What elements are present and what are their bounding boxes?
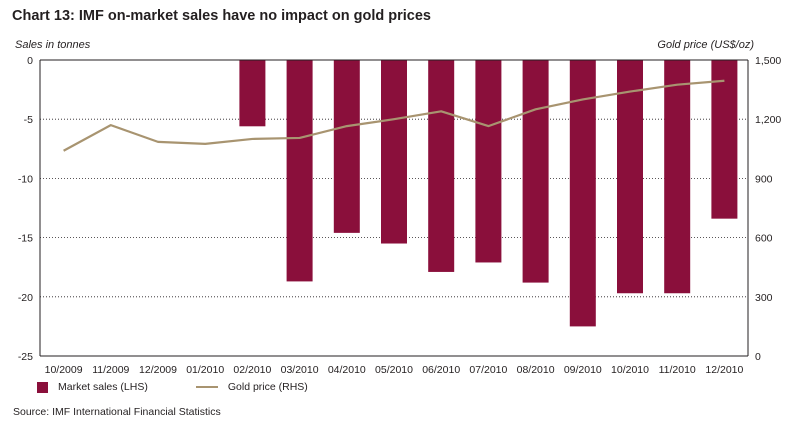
sales-bar <box>664 60 691 294</box>
sales-bar <box>333 60 360 233</box>
x-tick-label: 10/2010 <box>611 364 649 376</box>
x-tick-label: 01/2010 <box>186 364 224 376</box>
right-axis-label: Gold price (US$/oz) <box>657 39 754 51</box>
x-tick-label: 11/2009 <box>92 364 129 376</box>
left-tick-label: -10 <box>18 173 33 185</box>
sales-bar <box>569 60 596 327</box>
left-tick-label: -15 <box>18 233 33 245</box>
sales-bar <box>522 60 549 283</box>
x-tick-label: 06/2010 <box>422 364 460 376</box>
legend-line-swatch <box>195 386 218 388</box>
right-tick-label: 900 <box>755 173 773 185</box>
x-tick-label: 11/2010 <box>659 364 696 376</box>
legend: Market sales (LHS) Gold price (RHS) <box>37 381 356 393</box>
x-tick-label: 04/2010 <box>328 364 366 376</box>
sales-bar <box>286 60 313 282</box>
left-tick-label: -20 <box>18 292 33 304</box>
sales-bar <box>711 60 738 219</box>
sales-bar <box>617 60 643 294</box>
x-tick-label: 12/2010 <box>705 364 743 376</box>
right-tick-label: 600 <box>755 233 773 245</box>
gold-price-line <box>63 79 725 152</box>
sales-bar <box>428 60 455 272</box>
x-tick-label: 10/2009 <box>45 364 83 376</box>
legend-label-gold-price: Gold price (RHS) <box>227 381 308 393</box>
legend-label-market-sales: Market sales (LHS) <box>58 381 148 393</box>
sales-bar <box>381 60 407 244</box>
x-tick-label: 08/2010 <box>517 364 555 376</box>
right-tick-label: 300 <box>755 292 773 304</box>
axis-layer: 0 1,500 -5 1,200 -10 900 -15 600 -20 300 -25 0 10/20… <box>18 55 782 376</box>
bar-layer <box>239 60 738 327</box>
x-tick-label: 05/2010 <box>375 364 413 376</box>
legend-item-market-sales: Market sales (LHS) <box>37 381 148 393</box>
right-tick-label: 1,500 <box>755 55 781 67</box>
right-tick-label: 1,200 <box>755 114 781 126</box>
left-axis-label: Sales in tonnes <box>15 39 91 51</box>
legend-bar-swatch <box>37 381 48 393</box>
source-note: Source: IMF International Financial Stat… <box>13 406 221 418</box>
x-tick-label: 02/2010 <box>233 364 271 376</box>
x-tick-label: 12/2009 <box>139 364 177 376</box>
x-tick-label: 09/2010 <box>564 364 602 376</box>
left-tick-label: -25 <box>18 351 33 363</box>
right-tick-label: 0 <box>755 351 761 363</box>
sales-bar <box>475 60 502 263</box>
line-layer <box>63 79 725 152</box>
chart-title: Chart 13: IMF on-market sales have no im… <box>12 8 431 24</box>
sales-bar <box>239 60 266 127</box>
x-tick-label: 07/2010 <box>469 364 507 376</box>
left-tick-label: -5 <box>24 114 33 126</box>
left-tick-label: 0 <box>27 55 33 67</box>
legend-item-gold-price: Gold price (RHS) <box>195 381 308 393</box>
x-tick-label: 03/2010 <box>281 364 319 376</box>
